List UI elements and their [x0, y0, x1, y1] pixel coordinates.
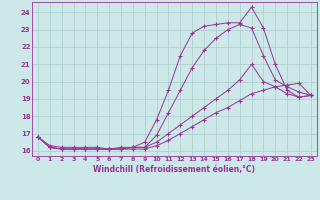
X-axis label: Windchill (Refroidissement éolien,°C): Windchill (Refroidissement éolien,°C) [93, 165, 255, 174]
